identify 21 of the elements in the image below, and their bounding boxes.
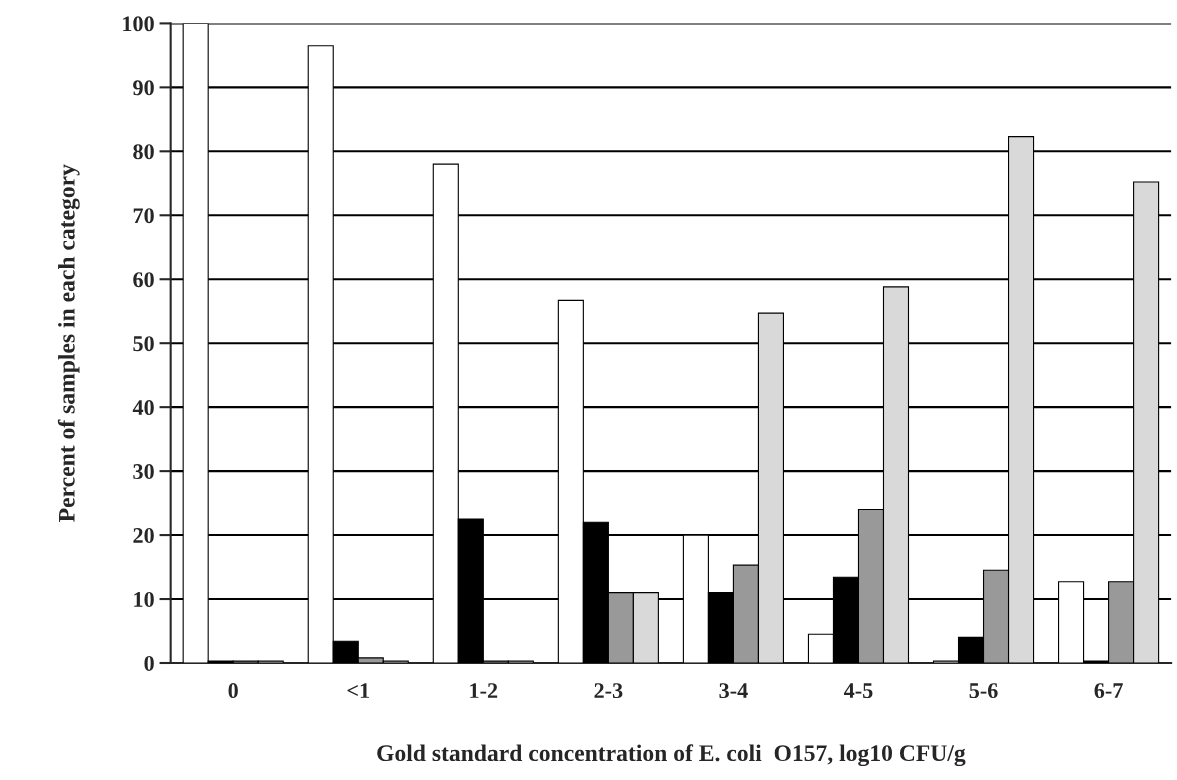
x-tick-label: 0 <box>228 683 238 699</box>
x-tick-label: 4-5 <box>843 683 873 699</box>
y-axis-title: Percent of samples in each category <box>57 164 80 522</box>
y-tick-label: 20 <box>133 528 154 544</box>
y-tick-label: 30 <box>133 464 154 480</box>
y-tick-label: 50 <box>133 336 154 352</box>
x-tick-label: <1 <box>347 683 369 698</box>
x-tick-label: 6-7 <box>1094 683 1123 699</box>
x-tick-label: 1-2 <box>470 683 498 698</box>
y-tick-label: 100 <box>123 16 154 32</box>
x-tick-label: 3-4 <box>719 683 748 699</box>
y-tick-label: 40 <box>132 400 154 416</box>
y-tick-label: 10 <box>134 591 154 607</box>
y-tick-label: 80 <box>133 144 154 160</box>
x-tick-label: 2-3 <box>594 683 623 699</box>
y-tick-label: 90 <box>133 80 154 96</box>
x-axis-title: Gold standard concentration of E. coli O157, log10 CFU/g <box>377 744 966 767</box>
y-tick-label: 70 <box>133 208 154 224</box>
x-tick-label: 5-6 <box>969 683 998 699</box>
y-tick-label: 0 <box>144 655 154 671</box>
y-tick-label: 60 <box>133 272 154 288</box>
